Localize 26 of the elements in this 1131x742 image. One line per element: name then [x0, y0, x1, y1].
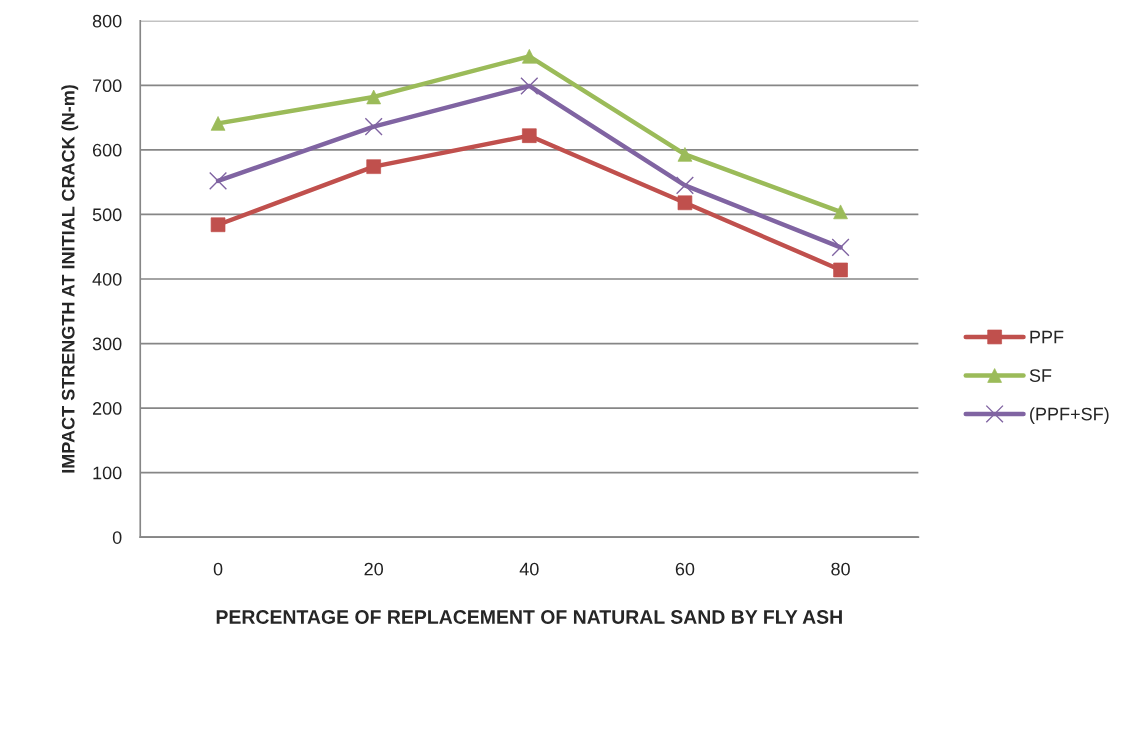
- x-tick-label: 80: [831, 562, 850, 576]
- y-tick-label: 800: [92, 14, 122, 28]
- y-tick-label: 500: [92, 208, 122, 222]
- y-tick-label: 200: [92, 402, 122, 415]
- point: [520, 76, 539, 96]
- y-tick-label: 700: [92, 79, 122, 93]
- point: [209, 171, 228, 190]
- y-tick-label: 600: [92, 143, 122, 157]
- point: [210, 217, 226, 233]
- point: [364, 117, 383, 136]
- point: [366, 159, 381, 174]
- legend-label: SF: [1029, 369, 1052, 382]
- x-tick-label: 40: [519, 562, 539, 576]
- x-axis-title: PERCENTAGE OF REPLACEMENT OF NATURAL SAND BY FLY ASH: [216, 610, 842, 624]
- y-tick-label: 100: [93, 466, 122, 480]
- x-tick-label: 60: [675, 562, 695, 576]
- y-axis-title: IMPACT STRENGTH AT INITIAL CRACK (N-m): [61, 85, 79, 473]
- point: [675, 176, 694, 195]
- y-tick-label: 400: [92, 272, 122, 286]
- legend-label: (PPF+SF): [1030, 407, 1109, 425]
- y-tick-label: 300: [92, 337, 122, 351]
- point: [831, 238, 850, 257]
- x-tick-label: 0: [213, 562, 223, 576]
- y-tick-label: 0: [112, 531, 122, 544]
- legend-label: PPF: [1030, 330, 1064, 344]
- x-tick-label: 20: [364, 562, 384, 576]
